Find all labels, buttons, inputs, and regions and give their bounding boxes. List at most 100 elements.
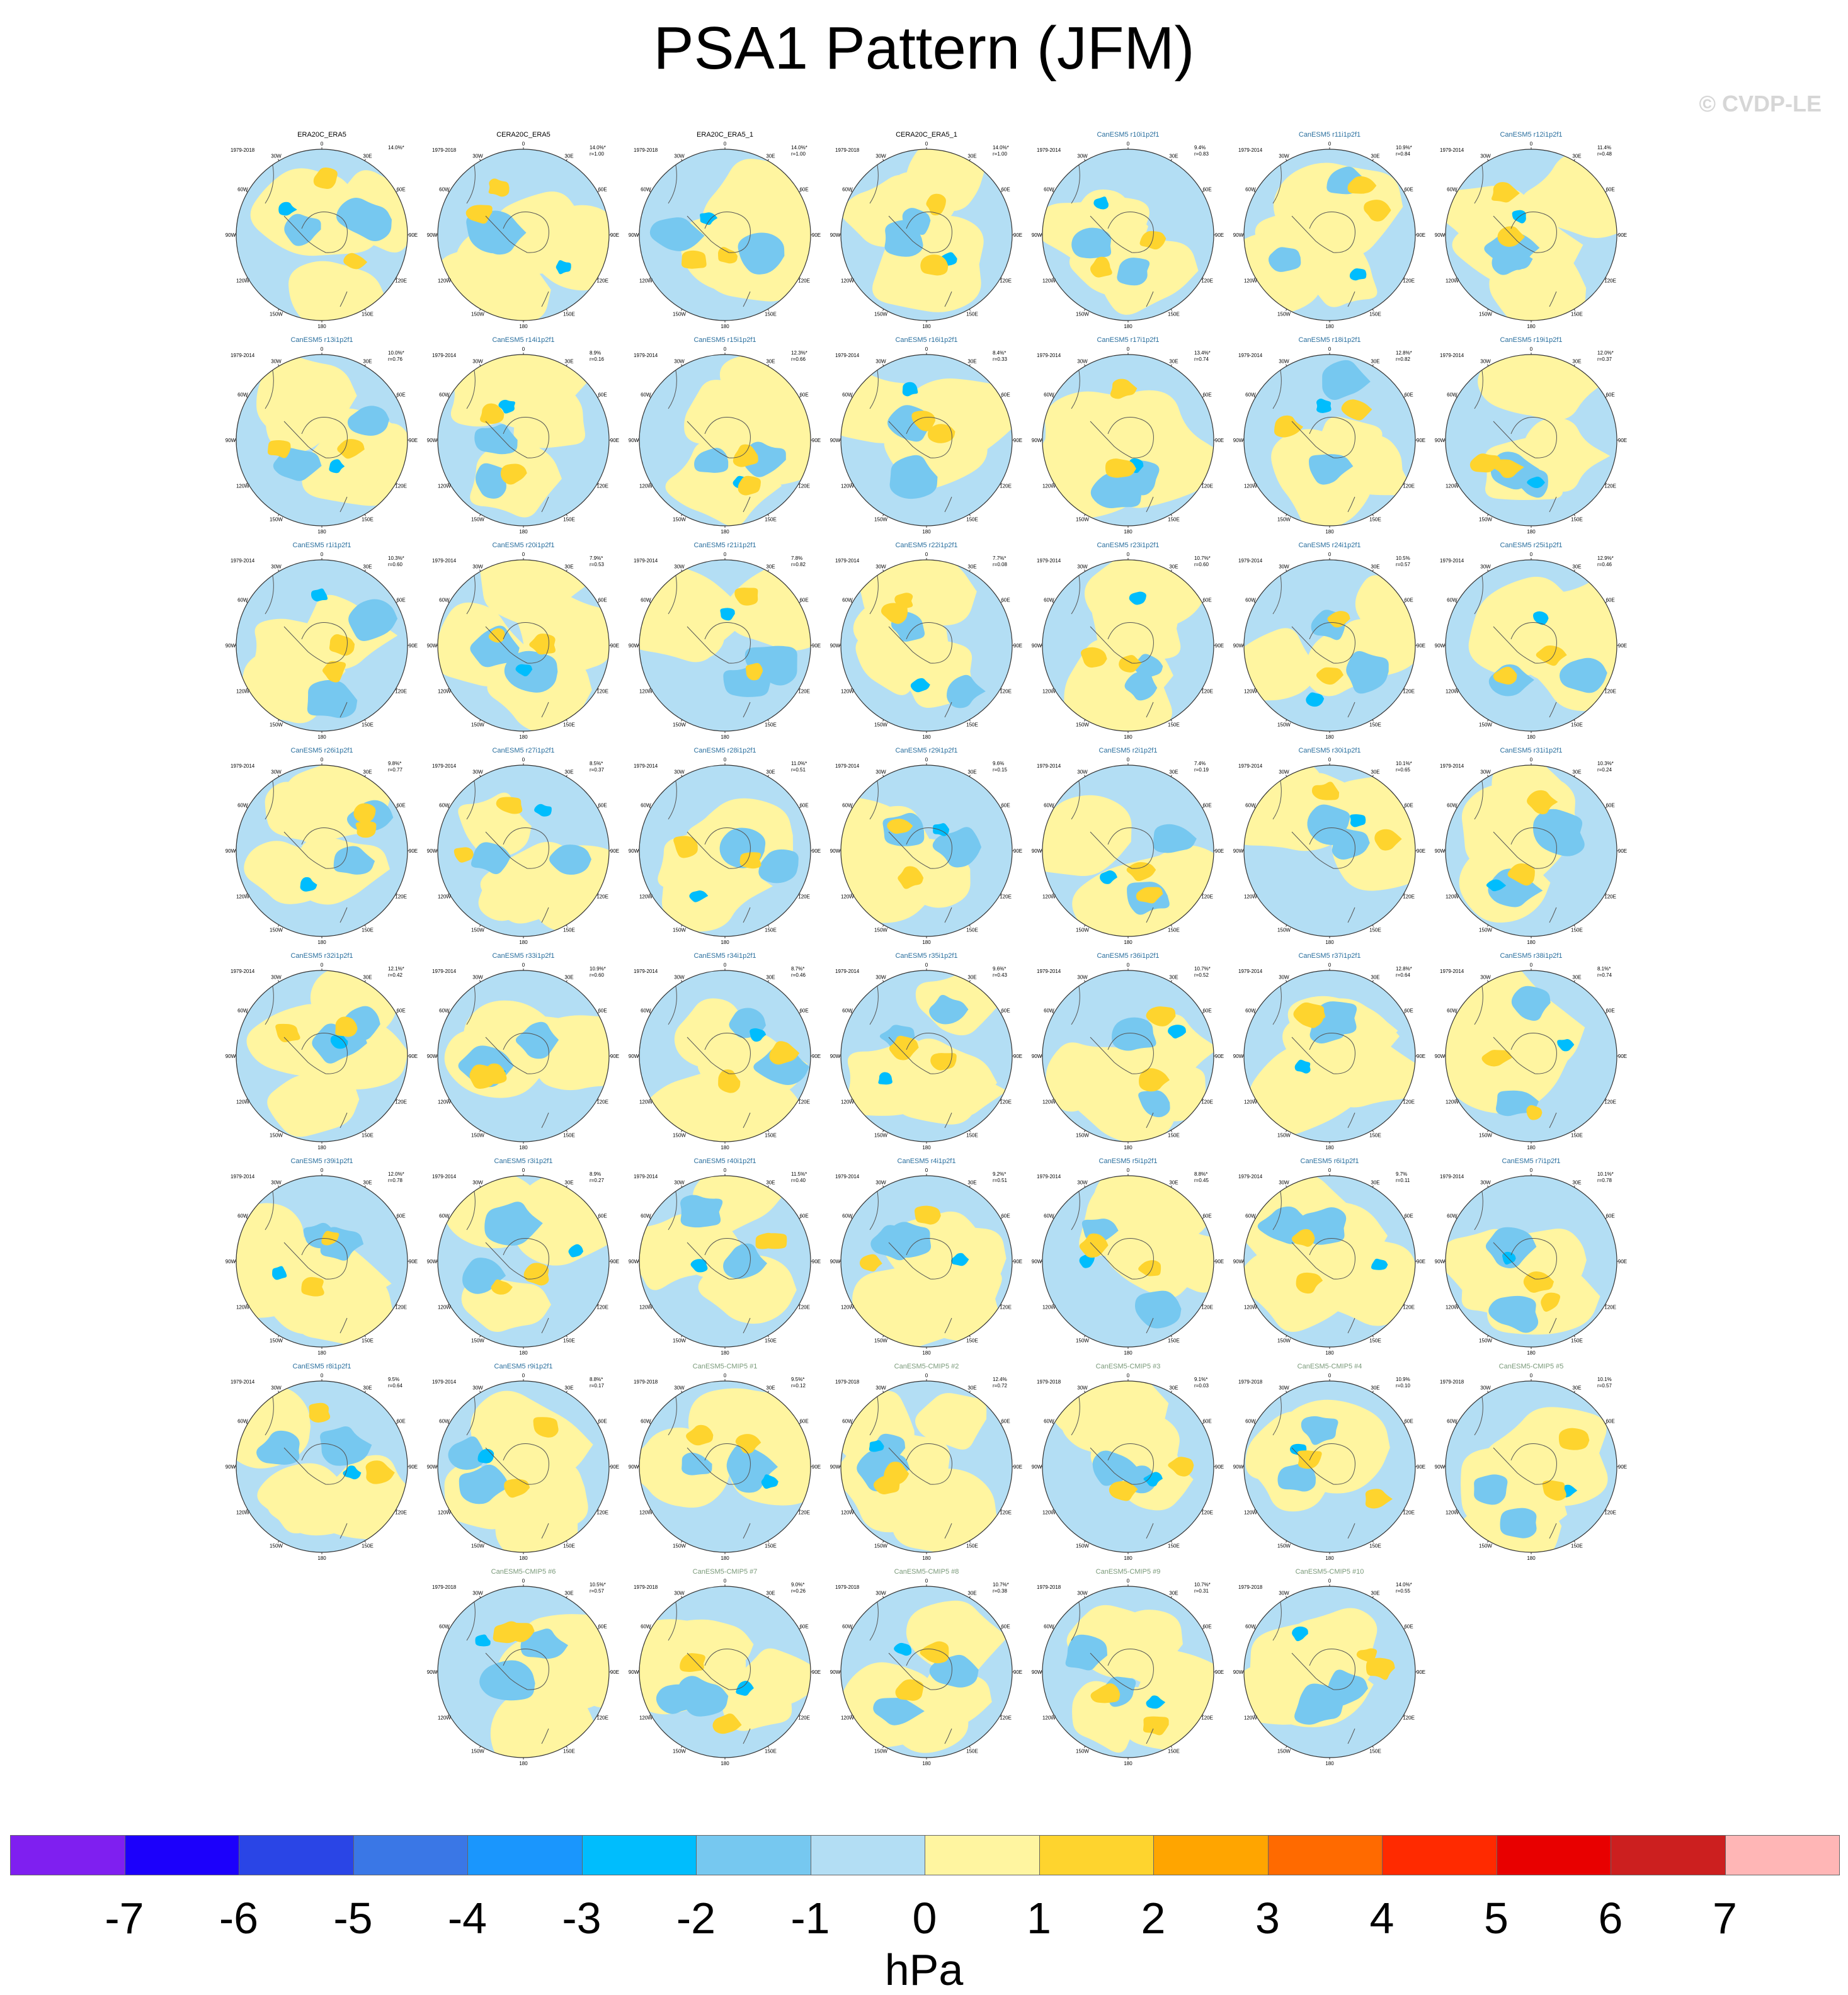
- longitude-tick: [882, 1746, 884, 1748]
- positive-anomaly: [263, 1237, 392, 1334]
- longitude-tick: [1372, 514, 1374, 516]
- longitude-label: 60W: [237, 1008, 248, 1014]
- longitude-label: 0: [522, 962, 525, 968]
- positive-anomaly: [1042, 795, 1132, 877]
- longitude-label: 120E: [1403, 1305, 1415, 1310]
- panel-variance: 12.3%*: [791, 350, 807, 356]
- longitude-tick: [1202, 1509, 1204, 1511]
- negative-anomaly: [723, 1243, 767, 1279]
- longitude-tick: [1487, 569, 1489, 572]
- longitude-label: 120W: [236, 894, 249, 900]
- longitude-tick: [681, 514, 683, 516]
- longitude-label: 150E: [765, 928, 777, 933]
- panel-years: 1979-2018: [835, 1584, 860, 1590]
- map-panel: CanESM5 r2i1p2f1 1979-2014 7.4% r=0.19 0 30E 6…: [1030, 747, 1226, 945]
- panel-title: CanESM5 r4i1p2f1: [897, 1157, 956, 1165]
- positive-anomaly-core: [889, 1035, 919, 1060]
- longitude-tick: [597, 1423, 600, 1424]
- longitude-label: 60W: [439, 392, 450, 398]
- antarctica-coastline: [1090, 622, 1154, 664]
- negative-anomaly-core: [1557, 1039, 1575, 1052]
- longitude-label: 150W: [1277, 722, 1291, 728]
- colorbar-tick-label: 3: [1255, 1894, 1280, 1943]
- longitude-label: 60W: [842, 803, 853, 809]
- longitude-tick: [1372, 364, 1374, 367]
- longitude-label: 30E: [967, 358, 976, 364]
- longitude-label: 30W: [1279, 974, 1289, 980]
- longitude-tick: [597, 601, 600, 603]
- panel-variance: 8.5%*: [590, 761, 603, 766]
- longitude-label: 150E: [1369, 1543, 1381, 1549]
- longitude-tick: [566, 514, 568, 516]
- longitude-label: 120W: [438, 1100, 451, 1105]
- panel-correlation: r=0.76: [388, 356, 402, 362]
- longitude-tick: [1084, 514, 1086, 516]
- panel-title: CanESM5 r7i1p2f1: [1502, 1157, 1561, 1165]
- longitude-tick: [1573, 1185, 1575, 1188]
- longitude-tick: [1084, 364, 1086, 367]
- positive-anomaly: [267, 1074, 360, 1137]
- map-panel: CanESM5 r21i1p2f1 1979-2014 7.8% r=0.82 0 30E…: [627, 542, 823, 740]
- longitude-label: 60W: [1245, 1624, 1256, 1630]
- negative-anomaly-core: [534, 804, 552, 817]
- longitude-tick: [850, 396, 853, 398]
- longitude-label: 30W: [1279, 1179, 1289, 1185]
- longitude-tick: [566, 159, 568, 161]
- antarctica-coastline: [485, 1033, 549, 1074]
- longitude-label: 120E: [1604, 484, 1616, 489]
- longitude-tick: [1372, 980, 1374, 982]
- longitude-tick: [1487, 159, 1489, 161]
- longitude-label: 120W: [1042, 278, 1056, 284]
- longitude-label: 30W: [472, 974, 483, 980]
- negative-anomaly: [470, 625, 520, 668]
- longitude-tick: [1084, 159, 1086, 161]
- panel-years: 1979-2018: [1440, 1379, 1464, 1385]
- negative-anomaly: [902, 208, 931, 236]
- longitude-tick: [1202, 1714, 1204, 1716]
- longitude-label: 30W: [876, 153, 886, 159]
- longitude-tick: [1455, 688, 1457, 690]
- longitude-tick: [1487, 1540, 1489, 1543]
- longitude-tick: [1052, 482, 1054, 484]
- longitude-label: 150E: [966, 517, 978, 523]
- longitude-tick: [479, 514, 481, 516]
- positive-anomaly-core: [1296, 1272, 1323, 1294]
- colorbar-tick-label: 1: [1027, 1894, 1051, 1943]
- longitude-tick: [1253, 482, 1256, 484]
- longitude-tick: [1253, 1012, 1256, 1014]
- longitude-label: 90W: [427, 1054, 438, 1059]
- longitude-label: 120W: [1244, 278, 1257, 284]
- longitude-label: 120E: [596, 894, 608, 900]
- longitude-label: 60E: [799, 803, 808, 809]
- longitude-tick: [1573, 924, 1575, 927]
- longitude-tick: [364, 1335, 366, 1338]
- negative-anomaly: [1532, 809, 1585, 856]
- positive-anomaly-core: [1366, 1657, 1395, 1680]
- longitude-tick: [1573, 1130, 1575, 1132]
- longitude-tick: [1573, 1540, 1575, 1543]
- longitude-label: 30E: [967, 769, 976, 775]
- negative-anomaly: [758, 849, 799, 884]
- negative-anomaly-core: [700, 212, 718, 225]
- longitude-label: 180: [519, 1555, 528, 1561]
- longitude-label: 90W: [1435, 1464, 1446, 1470]
- longitude-tick: [767, 719, 769, 722]
- longitude-tick: [1253, 688, 1256, 690]
- longitude-tick: [447, 1714, 450, 1716]
- longitude-label: 120W: [841, 689, 854, 695]
- longitude-label: 30W: [271, 769, 282, 775]
- longitude-tick: [767, 514, 769, 516]
- panel-title: CanESM5 r39i1p2f1: [290, 1157, 353, 1165]
- panel-years: 1979-2014: [835, 558, 860, 564]
- longitude-tick: [1170, 980, 1172, 982]
- negative-anomaly: [889, 455, 938, 499]
- longitude-tick: [799, 1423, 801, 1424]
- longitude-label: 60W: [439, 1213, 450, 1219]
- longitude-label: 120W: [438, 484, 451, 489]
- panel-years: 1979-2014: [432, 1379, 457, 1385]
- panel-years: 1979-2014: [1037, 353, 1061, 358]
- longitude-label: 90W: [1435, 1054, 1446, 1059]
